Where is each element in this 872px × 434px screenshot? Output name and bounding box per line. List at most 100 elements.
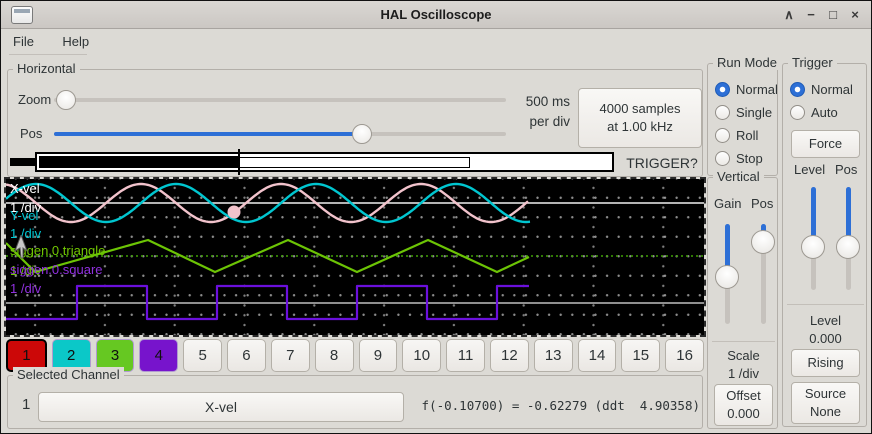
trigger-option-radio-icon[interactable]	[790, 105, 805, 120]
source-caption: Source	[804, 386, 847, 401]
selected-channel-group-title: Selected Channel	[13, 367, 124, 382]
run-mode-option-radio-icon[interactable]	[715, 128, 730, 143]
trigger-option-radio-icon[interactable]	[790, 82, 805, 97]
menubar-rule	[9, 54, 87, 55]
vertical-group-title: Vertical	[713, 169, 764, 184]
zoom-label: Zoom	[18, 92, 52, 107]
trigger-bar-lead	[10, 158, 35, 166]
offset-value: 0.000	[727, 406, 760, 421]
gain-slider-fill	[725, 224, 730, 268]
gain-slider-handle[interactable]	[715, 265, 739, 289]
close-button[interactable]: ×	[851, 7, 859, 22]
run-mode-option-label: Normal	[736, 82, 778, 97]
source-value: None	[809, 404, 842, 419]
scope-canvas	[6, 182, 704, 321]
vertical-pos-label: Pos	[751, 196, 774, 211]
channel-button-11[interactable]: 11	[446, 339, 485, 372]
run-mode-option-single[interactable]: Single	[715, 101, 775, 124]
pos-label: Pos	[20, 126, 43, 141]
trigger-bar-fill	[39, 156, 239, 168]
trigger-option-label: Auto	[811, 105, 838, 120]
trigger-level-slider-handle[interactable]	[801, 235, 825, 259]
channel-button-12[interactable]: 12	[489, 339, 529, 372]
channel-button-10[interactable]: 10	[402, 339, 442, 372]
window-title: HAL Oscilloscope	[380, 7, 492, 22]
trigger-option-normal[interactable]: Normal	[790, 78, 864, 101]
channel-name-button[interactable]: X-vel	[38, 392, 404, 422]
channel-button-14[interactable]: 14	[577, 339, 617, 372]
force-button-label: Force	[808, 136, 843, 151]
scope-label: siggen.0.triangle	[10, 243, 106, 258]
scope-trace-square	[6, 284, 529, 321]
maximize-button[interactable]: □	[829, 7, 837, 22]
selected-channel-number: 1	[22, 396, 31, 413]
edge-button[interactable]: Rising	[791, 349, 860, 377]
trigger-option-label: Normal	[811, 82, 853, 97]
scope-label: X-vel	[10, 181, 40, 196]
channel-button-6[interactable]: 6	[227, 339, 266, 372]
channel-button-2[interactable]: 2	[51, 339, 91, 372]
source-button[interactable]: Source None	[791, 382, 860, 424]
trigger-bar-cursor[interactable]	[238, 149, 240, 175]
run-mode-group: Run Mode Normal Single Roll Stop	[707, 55, 781, 176]
scope-label: 1 /div	[10, 263, 42, 278]
scope-label: Y-vel	[10, 208, 39, 223]
shade-button[interactable]: ∧	[784, 7, 794, 22]
channel-button-8[interactable]: 8	[314, 339, 354, 372]
menubar: File Help	[1, 30, 871, 55]
run-mode-option-radio-icon[interactable]	[715, 105, 730, 120]
channel-button-15[interactable]: 15	[621, 339, 661, 372]
run-mode-option-roll[interactable]: Roll	[715, 124, 775, 147]
trigger-option-auto[interactable]: Auto	[790, 101, 864, 124]
horizontal-group-title: Horizontal	[13, 61, 80, 76]
channel-button-3[interactable]: 3	[95, 339, 135, 372]
channel-button-13[interactable]: 13	[533, 339, 573, 372]
trigger-point-marker[interactable]	[227, 205, 241, 219]
scope-display[interactable]: X-vel 1 /div Y-vel 1 /div siggen.0.triangle 1…	[4, 177, 706, 337]
menu-help[interactable]: Help	[62, 34, 90, 49]
vertical-pos-slider-handle[interactable]	[751, 230, 775, 254]
gain-label: Gain	[714, 196, 742, 211]
channel-button-5[interactable]: 5	[183, 339, 223, 372]
run-mode-option-radio-icon[interactable]	[715, 151, 730, 166]
run-mode-option-normal[interactable]: Normal	[715, 78, 778, 101]
scope-label: siggen.0.square	[10, 262, 103, 277]
zoom-slider-handle[interactable]	[56, 90, 76, 110]
pos-slider-handle[interactable]	[352, 124, 372, 144]
trigger-group-title: Trigger	[788, 55, 837, 70]
run-mode-option-label: Stop	[736, 151, 763, 166]
scope-trace-x-vel-sine	[6, 182, 529, 224]
trigger-pos-slider-handle[interactable]	[836, 235, 860, 259]
run-mode-option-radio-icon[interactable]	[715, 82, 730, 97]
trigger-question-label: TRIGGER?	[626, 155, 698, 171]
minimize-button[interactable]: −	[807, 7, 815, 22]
scale-caption: Scale	[727, 348, 760, 363]
samples-line2: at 1.00 kHz	[607, 119, 673, 134]
zoom-slider-track[interactable]	[54, 98, 506, 102]
channel-button-4[interactable]: 4	[139, 339, 179, 372]
run-mode-option-stop[interactable]: Stop	[715, 147, 775, 170]
force-button[interactable]: Force	[791, 130, 860, 158]
samples-rate-button[interactable]: 4000 samples at 1.00 kHz	[578, 88, 702, 148]
trigger-level-label: Level	[794, 162, 826, 177]
formula-readout: f(-0.10700) = -0.62279 (ddt 4.90358)	[421, 398, 700, 413]
channel-button-7[interactable]: 7	[270, 339, 310, 372]
channel-button-9[interactable]: 9	[358, 339, 398, 372]
offset-button[interactable]: Offset 0.000	[714, 384, 773, 426]
scope-label: 1 /div	[10, 200, 42, 215]
horizontal-group: Horizontal Zoom Pos 500 ms per div 4000 …	[7, 61, 703, 177]
run-mode-option-label: Single	[736, 105, 773, 120]
scope-label: 1 /div	[10, 226, 42, 241]
channel-button-16[interactable]: 16	[665, 339, 704, 372]
offset-caption: Offset	[726, 388, 761, 403]
scope-trace-triangle	[6, 238, 530, 274]
rate-per-div-line2: per div	[529, 114, 570, 129]
menu-file[interactable]: File	[13, 34, 34, 49]
vertical-pos-slider-track[interactable]	[761, 224, 766, 324]
channel-row: 1 2 3 4 5 6 7 8 9 10 11 12 13 14 15 16	[6, 339, 704, 372]
vertical-pos-slider-fill	[761, 224, 766, 234]
level-caption: Level	[809, 313, 842, 328]
trigger-bar-pending	[239, 156, 470, 168]
vertical-separator	[712, 341, 775, 342]
